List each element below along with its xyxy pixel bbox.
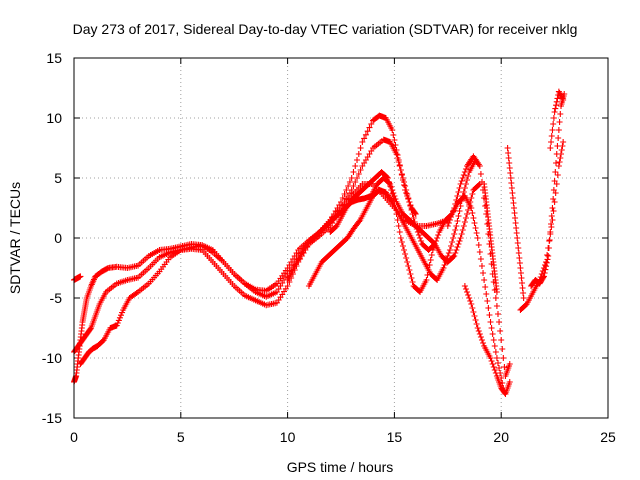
x-axis-label: GPS time / hours [287, 459, 394, 475]
series-track-11 [547, 88, 567, 151]
series-track-2 [71, 136, 438, 355]
x-tick-label: 25 [600, 429, 616, 445]
y-tick-label: -15 [42, 410, 62, 426]
data-points [71, 88, 568, 397]
data-point-markers [547, 88, 567, 151]
data-point-markers [305, 157, 479, 289]
series-track-13 [504, 145, 527, 301]
plot-frame [73, 57, 609, 419]
series-track-10 [528, 91, 568, 289]
chart-title: Day 273 of 2017, Sidereal Day-to-day VTE… [73, 21, 578, 37]
series-track-6 [327, 169, 507, 391]
x-tick-label: 10 [280, 429, 296, 445]
x-tick-label: 5 [177, 429, 185, 445]
y-tick-label: -10 [42, 350, 62, 366]
data-point-markers [481, 181, 500, 295]
data-point-markers [71, 273, 84, 283]
series-track-12 [481, 181, 500, 295]
series-track-9 [517, 139, 567, 313]
y-tick-label: 15 [46, 50, 62, 66]
y-axis-label: SDTVAR / TECUs [7, 182, 23, 294]
x-tick-label: 0 [70, 429, 78, 445]
series-track-8 [461, 283, 513, 397]
data-point-markers [517, 139, 567, 313]
data-point-markers [504, 145, 527, 301]
y-tick-label: 5 [54, 170, 62, 186]
tick-labels: 0 5 10 15 20 25 -15 -10 -5 0 5 10 15 [42, 50, 616, 445]
data-point-markers [528, 91, 568, 289]
data-point-markers [327, 169, 507, 391]
data-point-markers [461, 283, 513, 397]
y-tick-label: 10 [46, 110, 62, 126]
data-point-markers [71, 136, 438, 355]
grid-lines [74, 58, 608, 418]
series-track-5 [305, 157, 479, 289]
y-tick-label: -5 [50, 290, 63, 306]
y-tick-label: 0 [54, 230, 62, 246]
x-tick-label: 15 [387, 429, 403, 445]
series-track-14 [71, 273, 84, 283]
x-tick-label: 20 [493, 429, 509, 445]
